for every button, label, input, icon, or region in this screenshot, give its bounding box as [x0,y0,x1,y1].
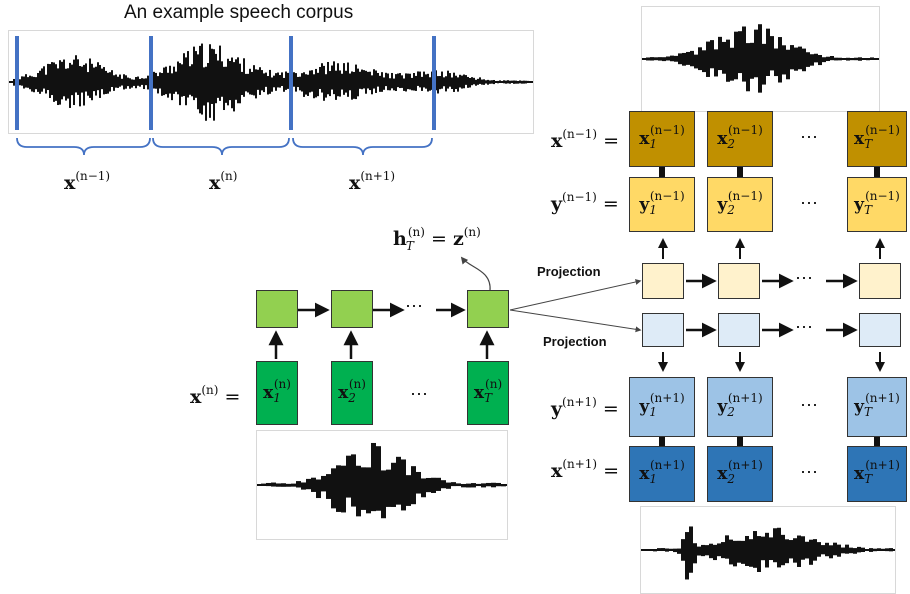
hidden-output-arrow [460,256,491,292]
xprev-cell-1: x 1 (n−1) [629,111,695,167]
encoder-input-ellipsis: ⋯ [410,384,428,405]
double-arrow-next-3 [870,421,884,461]
encoder-hidden-state-1 [256,290,298,328]
xnext-cell-T: x T (n+1) [847,446,907,502]
corpus-waveform [8,30,534,134]
projection-up-1 [642,263,684,299]
ynext-cell-1: y 1 (n+1) [629,377,695,437]
segment-braces [16,137,433,156]
ynext-cell-2: y 2 (n+1) [707,377,773,437]
projection-down-T [859,313,901,347]
segment-label-current: x(n) [209,169,238,194]
encoder-arrows [268,302,495,359]
xprev-ellipsis: ⋯ [800,127,818,148]
xnext-cell-1: x 1 (n+1) [629,446,695,502]
xnext-ellipsis: ⋯ [800,462,818,483]
yprev-cell-2: y 2 (n−1) [707,177,773,232]
projection-up-ellipsis: ⋯ [795,268,813,289]
row-label-yprev: y(n−1) = [551,190,619,215]
double-arrow-next-2 [733,421,747,461]
encoder-input-cell-T: x T (n) [467,361,509,425]
waveform-current-segment [256,430,508,540]
xprev-cell-2: x 2 (n−1) [707,111,773,167]
corpus-title: An example speech corpus [124,2,354,23]
projection-arrows [686,273,858,338]
double-arrow-prev-1 [655,154,669,193]
projection-up-T [859,263,901,299]
encoder-hidden-state-2 [331,290,373,328]
projection-lines [509,279,642,333]
row-label-xnext: x(n+1) = [551,457,620,482]
xprev-cell-T: x T (n−1) [847,111,907,167]
row-label-ynext: y(n+1) = [551,395,619,420]
hidden-equals-latent: hT(n) = z(n) [393,225,481,253]
waveform-next-segment [640,506,896,594]
segment-label-prev: x(n−1) [64,169,111,194]
projection-down-ellipsis: ⋯ [795,317,813,338]
yprev-cell-T: y T (n−1) [847,177,907,232]
yprev-ellipsis: ⋯ [800,192,818,214]
projection-label-up: Projection [537,264,601,279]
double-arrow-next-1 [655,421,669,461]
double-arrow-prev-2 [733,154,747,193]
encoder-input-label: x(n) = [190,383,241,408]
row-label-xprev: x(n−1) = [551,127,620,152]
projection-up-2 [718,263,760,299]
yprev-cell-1: y 1 (n−1) [629,177,695,232]
segment-label-next: x(n+1) [349,169,396,194]
encoder-hidden-state-T [467,290,509,328]
ynext-ellipsis: ⋯ [800,395,818,416]
xnext-cell-2: x 2 (n+1) [707,446,773,502]
encoder-input-cell-1: x 1 (n) [256,361,298,425]
projection-down-1 [642,313,684,347]
segment-separators [15,36,436,130]
encoder-ellipsis: ⋯ [405,296,423,317]
projection-to-y-arrows [658,238,885,372]
ynext-cell-T: y T (n+1) [847,377,907,437]
double-arrow-prev-3 [870,154,884,193]
encoder-input-cell-2: x 2 (n) [331,361,373,425]
projection-label-down: Projection [543,334,607,349]
projection-down-2 [718,313,760,347]
waveform-previous-segment [641,6,880,112]
